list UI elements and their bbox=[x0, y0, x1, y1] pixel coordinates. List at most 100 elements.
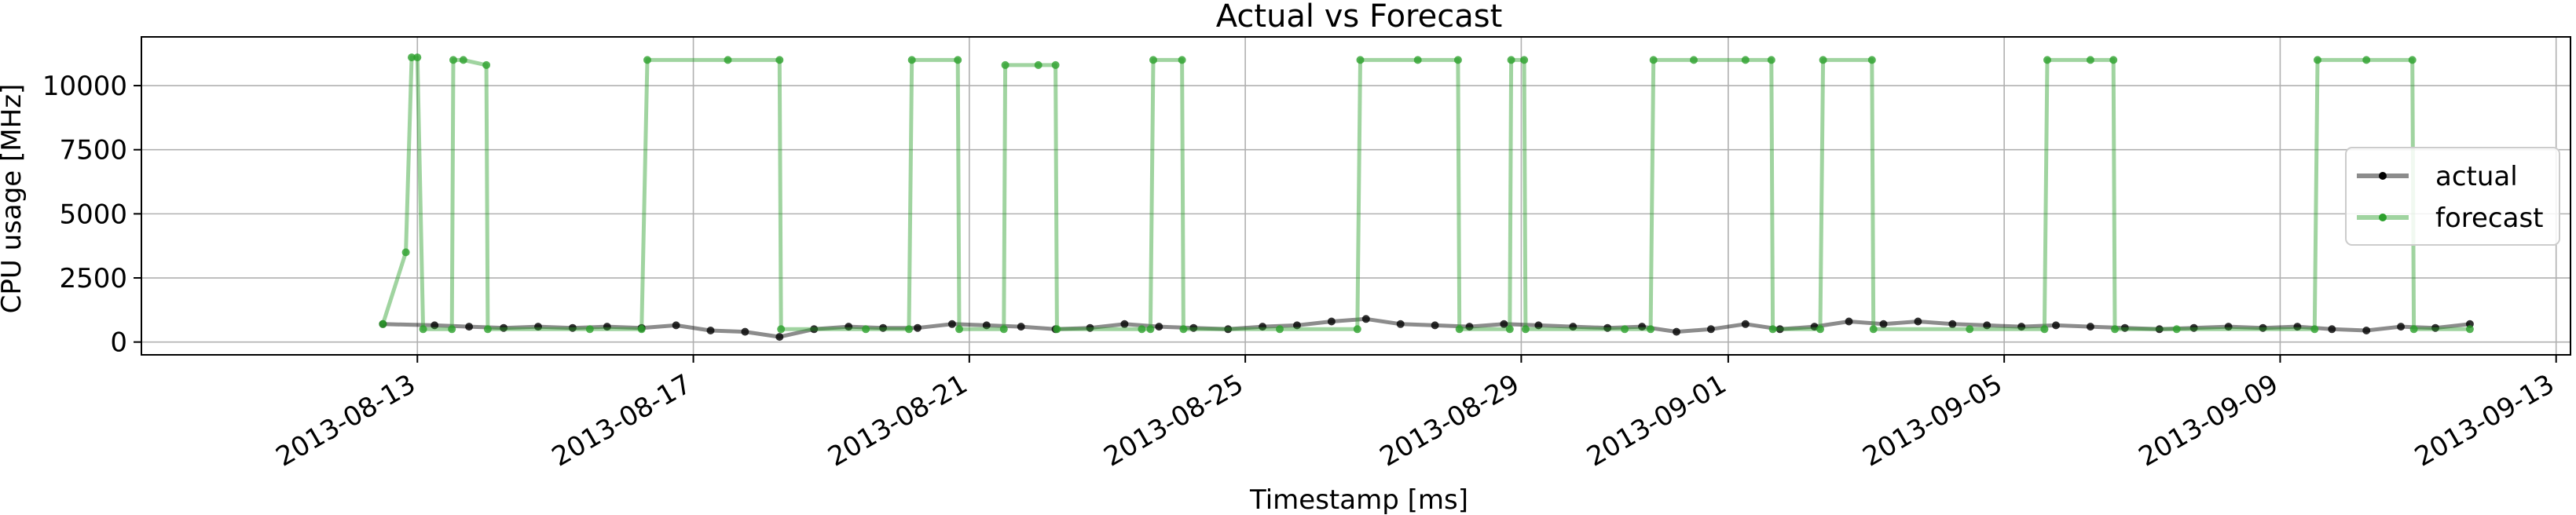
data-point-forecast bbox=[1966, 325, 1974, 334]
data-point-forecast bbox=[1356, 56, 1365, 64]
data-point-actual bbox=[1638, 323, 1647, 331]
data-point-actual bbox=[500, 323, 508, 332]
data-point-actual bbox=[914, 323, 922, 332]
data-point-forecast bbox=[1507, 56, 1515, 64]
x-axis-label: Timestamp [ms] bbox=[1249, 484, 1468, 515]
data-point-actual bbox=[672, 321, 680, 330]
data-point-actual bbox=[1914, 317, 1922, 326]
data-point-forecast bbox=[777, 325, 786, 334]
data-point-forecast bbox=[1276, 325, 1284, 334]
data-point-actual bbox=[1155, 323, 1163, 331]
data-point-forecast bbox=[907, 56, 916, 64]
data-point-actual bbox=[1259, 323, 1267, 331]
data-point-forecast bbox=[775, 56, 784, 64]
data-point-actual bbox=[706, 327, 715, 334]
data-point-forecast bbox=[448, 325, 456, 334]
data-point-forecast bbox=[1455, 325, 1464, 334]
data-point-actual bbox=[1983, 321, 1992, 330]
data-point-forecast bbox=[1867, 56, 1876, 64]
data-point-actual bbox=[1224, 325, 1233, 334]
data-point-actual bbox=[1465, 323, 1474, 331]
data-point-actual bbox=[2189, 323, 2198, 332]
data-point-forecast bbox=[408, 53, 416, 62]
data-point-forecast bbox=[2040, 325, 2049, 334]
data-point-forecast bbox=[459, 56, 467, 64]
data-point-actual bbox=[2259, 323, 2267, 332]
data-point-actual bbox=[1500, 320, 1508, 328]
data-point-actual bbox=[1879, 320, 1888, 328]
data-point-actual bbox=[1017, 323, 1025, 331]
data-point-forecast bbox=[643, 56, 651, 64]
data-point-actual bbox=[879, 323, 888, 332]
data-point-forecast bbox=[2109, 56, 2118, 64]
data-point-actual bbox=[2397, 323, 2406, 331]
data-point-forecast bbox=[1768, 325, 1777, 334]
data-point-forecast bbox=[1869, 325, 1878, 334]
data-point-actual bbox=[2431, 323, 2439, 332]
data-point-forecast bbox=[1053, 325, 1061, 334]
data-point-actual bbox=[1120, 320, 1129, 328]
y-tick-label: 0 bbox=[110, 327, 127, 359]
data-point-forecast bbox=[1413, 56, 1422, 64]
data-point-actual bbox=[1845, 317, 1853, 326]
data-point-forecast bbox=[862, 325, 870, 334]
data-point-forecast bbox=[2172, 325, 2181, 334]
data-point-forecast bbox=[1149, 56, 1157, 64]
data-point-actual bbox=[1775, 325, 1784, 334]
data-point-actual bbox=[1189, 323, 1198, 332]
data-point-actual bbox=[1948, 320, 1957, 328]
data-point-forecast bbox=[1178, 56, 1186, 64]
data-point-actual bbox=[1569, 323, 1577, 331]
data-point-actual bbox=[1327, 317, 1336, 326]
data-point-forecast bbox=[1621, 325, 1629, 334]
data-point-actual bbox=[603, 323, 611, 331]
data-point-forecast bbox=[1647, 325, 1655, 334]
data-point-actual bbox=[741, 327, 749, 336]
data-point-actual bbox=[775, 333, 784, 342]
data-point-forecast bbox=[1690, 56, 1698, 64]
data-point-forecast bbox=[1819, 56, 1827, 64]
data-point-actual bbox=[1361, 315, 1370, 323]
data-point-forecast bbox=[2111, 325, 2119, 334]
data-point-forecast bbox=[1649, 56, 1658, 64]
data-point-actual bbox=[1396, 320, 1405, 328]
data-point-forecast bbox=[1741, 56, 1750, 64]
data-point-forecast bbox=[637, 325, 646, 334]
data-point-forecast bbox=[955, 325, 963, 334]
data-point-forecast bbox=[1179, 325, 1188, 334]
data-point-forecast bbox=[482, 60, 491, 69]
data-point-actual bbox=[1534, 321, 1543, 330]
legend: actual forecast bbox=[2345, 147, 2560, 246]
data-point-actual bbox=[1673, 327, 1680, 336]
data-point-actual bbox=[1293, 321, 1301, 330]
data-point-forecast bbox=[1767, 56, 1775, 64]
data-point-actual bbox=[1431, 321, 1439, 330]
legend-dot-actual bbox=[2379, 172, 2387, 180]
data-point-forecast bbox=[483, 325, 492, 334]
data-point-forecast bbox=[1051, 60, 1060, 69]
series-layer bbox=[379, 53, 2474, 342]
data-point-actual bbox=[1741, 320, 1750, 328]
data-point-actual bbox=[568, 323, 577, 332]
data-point-forecast bbox=[1353, 325, 1361, 334]
data-point-forecast bbox=[905, 325, 913, 334]
data-point-actual bbox=[2086, 323, 2094, 331]
data-point-actual bbox=[2120, 323, 2129, 332]
data-point-actual bbox=[2293, 323, 2302, 331]
plot-frame bbox=[141, 36, 2571, 356]
data-point-forecast bbox=[1521, 325, 1530, 334]
grid bbox=[141, 37, 2571, 355]
chart-title: Actual vs Forecast bbox=[1216, 0, 1503, 35]
data-point-forecast bbox=[2465, 325, 2474, 334]
data-point-actual bbox=[1706, 325, 1715, 334]
y-tick-label: 7500 bbox=[59, 135, 127, 166]
data-point-forecast bbox=[1816, 325, 1824, 334]
data-point-forecast bbox=[449, 56, 457, 64]
data-point-forecast bbox=[1520, 56, 1529, 64]
data-point-actual bbox=[2328, 325, 2336, 334]
legend-label-actual: actual bbox=[2435, 161, 2518, 192]
data-point-forecast bbox=[2310, 325, 2319, 334]
data-point-forecast bbox=[954, 56, 962, 64]
data-point-actual bbox=[431, 321, 439, 330]
